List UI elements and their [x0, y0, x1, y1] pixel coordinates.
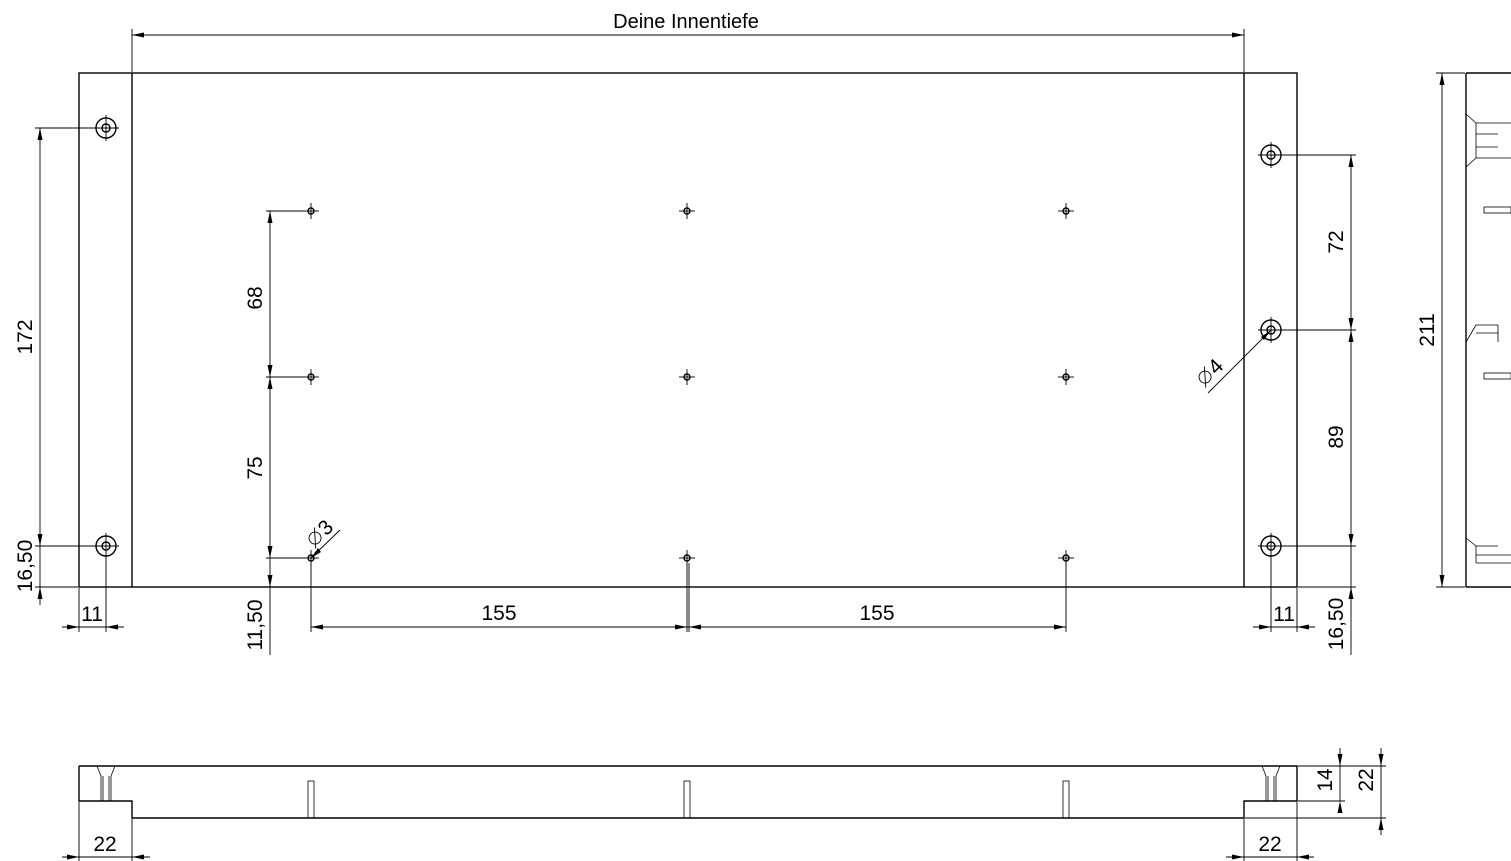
side-pin-holes — [1483, 206, 1511, 380]
countersunk-hole-left-bottom — [93, 533, 119, 559]
side-screw-top — [1465, 113, 1511, 168]
dim-155-right-label: 155 — [859, 602, 894, 625]
countersunk-hole-right-bottom — [1258, 533, 1284, 559]
front-pin-hole — [683, 780, 691, 819]
dim-72-label: 72 — [1325, 230, 1348, 253]
front-countersink-left — [96, 765, 116, 801]
dim-11-right: 11 — [1253, 558, 1315, 632]
side-screw-middle — [1465, 324, 1499, 343]
diameter-symbol — [308, 531, 322, 545]
dim-11-left-label: 11 — [81, 603, 103, 626]
side-screw-bottom — [1465, 537, 1511, 564]
dim-211-label: 211 — [1416, 313, 1439, 346]
dim-211: 211 — [1416, 72, 1465, 588]
dim-68-75: 68 75 11,50 — [244, 210, 306, 655]
dim-16-50-left: 16,50 — [14, 540, 78, 605]
front-pin-hole — [307, 780, 315, 819]
dim-16-50-right-label: 16,50 — [1325, 598, 1348, 651]
dim-14-22: 14 22 — [1245, 748, 1386, 835]
dim-14-label: 14 — [1314, 768, 1337, 792]
diameter-symbol — [1198, 370, 1212, 384]
dim-22-left: 22 — [62, 802, 150, 861]
front-pin-hole — [1062, 780, 1070, 819]
countersunk-hole-right-top — [1258, 142, 1284, 168]
small-hole — [1058, 203, 1074, 219]
dim-172-label: 172 — [14, 319, 37, 354]
side-view — [1465, 72, 1511, 588]
small-hole — [303, 203, 319, 219]
front-view — [78, 765, 1298, 819]
dim-22-right-label: 22 — [1258, 833, 1281, 856]
small-hole — [1058, 369, 1074, 385]
dim-172: 172 — [14, 127, 94, 547]
inner-depth-label: Deine Innentiefe — [613, 11, 759, 33]
dim-16-50-left-label: 16,50 — [14, 540, 37, 593]
dim-155: 155 155 — [310, 563, 1067, 632]
dim-22-left-label: 22 — [93, 833, 116, 856]
dim-11-left: 11 — [62, 558, 124, 632]
top-view-outline — [78, 72, 1298, 588]
dim-72-89: 72 89 16,50 — [1282, 154, 1356, 655]
top-view — [78, 72, 1298, 588]
dim-11-right-label: 11 — [1273, 603, 1295, 626]
dim-dia-3: 3 — [308, 516, 341, 559]
inner-depth-dimension: Deine Innentiefe — [131, 11, 1245, 72]
small-hole — [679, 369, 695, 385]
dim-dia-4: 4 — [1198, 329, 1272, 394]
dim-155-left-label: 155 — [481, 602, 516, 625]
small-hole — [679, 203, 695, 219]
dim-22-height-label: 22 — [1355, 768, 1378, 791]
countersunk-holes — [93, 115, 1284, 559]
dim-22-right: 22 — [1226, 802, 1314, 861]
dim-dia-4-label: 4 — [1204, 354, 1229, 379]
countersunk-hole-left-top — [93, 115, 119, 141]
dim-75-label: 75 — [244, 456, 267, 479]
dim-89-label: 89 — [1325, 425, 1348, 448]
dim-68-label: 68 — [244, 286, 267, 309]
dim-11-50-label: 11,50 — [244, 600, 267, 651]
dim-dia-3-label: 3 — [314, 516, 339, 541]
front-countersink-right — [1261, 765, 1281, 801]
small-holes-grid — [303, 203, 1074, 566]
